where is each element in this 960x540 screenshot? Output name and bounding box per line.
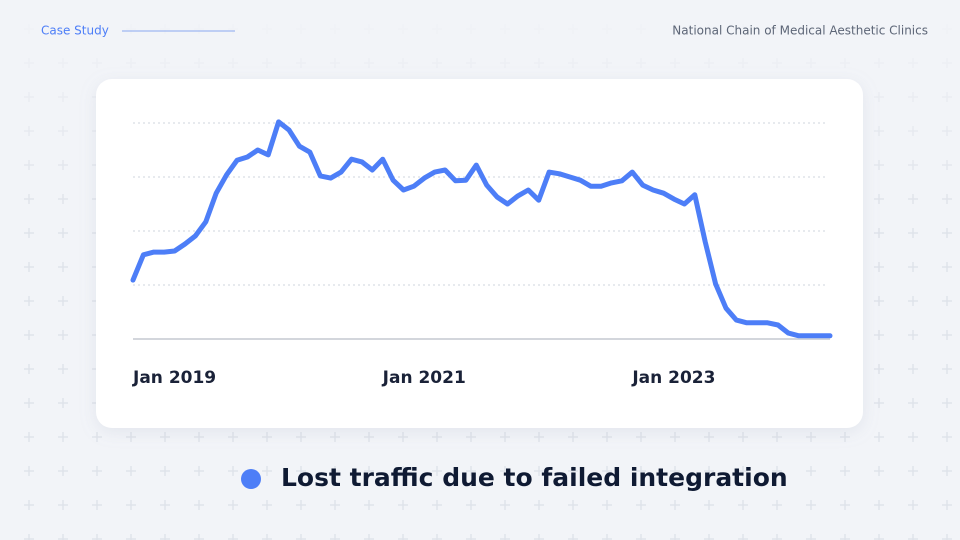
x-tick-label: Jan 2021 [382, 368, 466, 388]
x-tick-label: Jan 2023 [631, 368, 715, 388]
plot: Jan 2019 Jan 2021 Jan 2023 [130, 119, 833, 388]
data-line [130, 119, 833, 339]
chart-card [96, 79, 863, 428]
client-name: National Chain of Medical Aesthetic Clin… [672, 24, 928, 38]
section-label: Case Study [41, 24, 109, 38]
x-tick-label: Jan 2019 [132, 368, 216, 388]
legend-swatch [241, 469, 261, 489]
legend-label: Lost traffic due to failed integration [281, 463, 788, 492]
